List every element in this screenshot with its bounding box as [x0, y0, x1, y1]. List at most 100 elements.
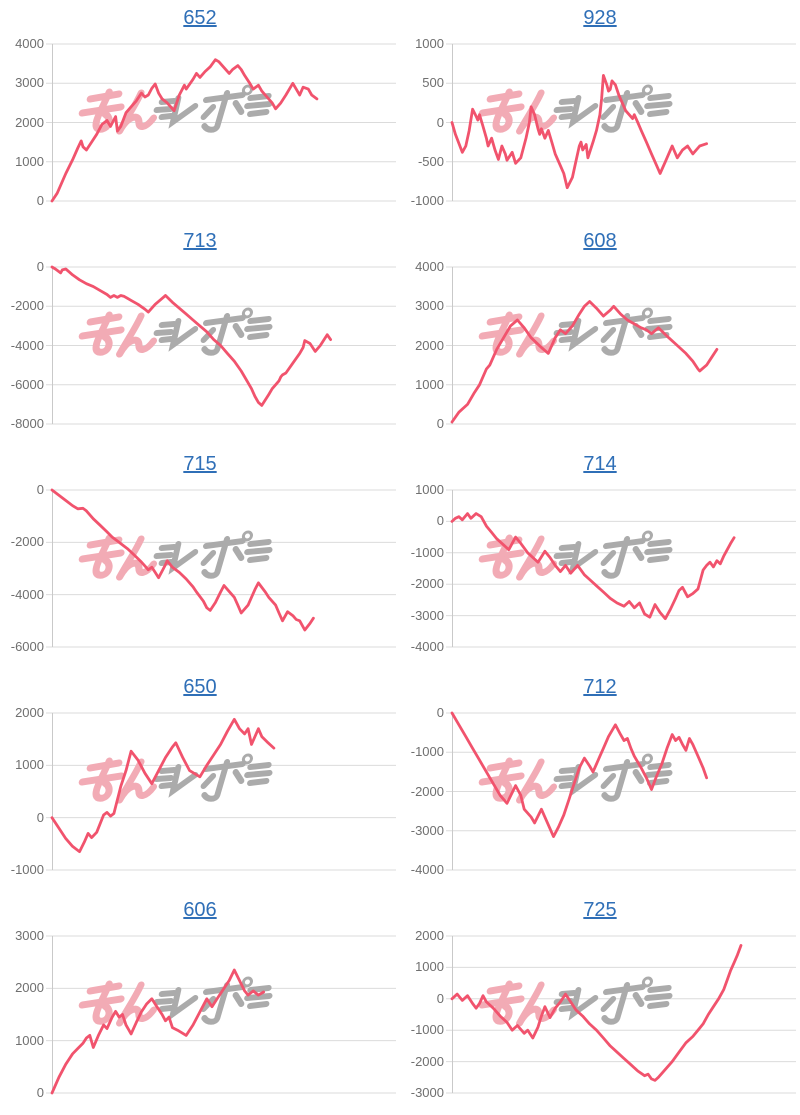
- y-tick-label: -2000: [10, 298, 44, 314]
- y-tick-label: -4000: [410, 862, 444, 877]
- y-tick-label: -3000: [410, 822, 444, 838]
- y-tick-label: -1000: [10, 862, 44, 877]
- minrepo-watermark: [78, 753, 273, 804]
- chart-plot: [446, 935, 796, 1094]
- y-tick-label: -6000: [10, 639, 44, 654]
- series-line: [450, 73, 709, 190]
- y-tick-label: 2000: [15, 705, 44, 720]
- chart-cell: 713 0 -2000 -4000 -6000 -8000: [0, 223, 400, 446]
- chart-plot: [46, 712, 396, 871]
- y-tick-label: 3000: [15, 75, 44, 91]
- y-tick-label: -3000: [410, 607, 444, 623]
- chart-title-link[interactable]: 714: [583, 453, 617, 475]
- y-tick-label: 4000: [415, 259, 444, 274]
- y-tick-label: 0: [36, 809, 44, 825]
- y-tick-label: 1000: [15, 757, 44, 773]
- chart-title-row: 928: [400, 7, 800, 30]
- series-line: [450, 512, 736, 621]
- y-tick-label: 3000: [15, 928, 44, 943]
- y-tick-label: -6000: [10, 376, 44, 392]
- y-tick-label: 2000: [15, 114, 44, 130]
- series-line: [450, 711, 709, 838]
- series-line: [50, 265, 333, 407]
- y-tick-label: 1000: [415, 959, 444, 975]
- y-tick-label: -4000: [10, 337, 44, 353]
- chart-plot: [46, 935, 396, 1095]
- y-tick-label: -2000: [410, 576, 444, 592]
- chart-title-link[interactable]: 715: [183, 453, 217, 475]
- y-tick-label: 3000: [415, 298, 444, 314]
- chart-cell: 650 2000 1000 0 -1000: [0, 669, 400, 892]
- chart-title-link[interactable]: 725: [583, 899, 617, 921]
- y-tick-label: 500: [422, 75, 444, 91]
- series-line: [450, 300, 719, 424]
- minrepo-watermark: [78, 307, 273, 358]
- chart-plot: [46, 265, 396, 425]
- y-tick-label: -4000: [10, 586, 44, 602]
- y-tick-label: 1000: [415, 376, 444, 392]
- minrepo-watermark: [478, 530, 673, 581]
- chart-title-row: 652: [0, 7, 400, 30]
- chart-cell: 652 4000 3000 2000 1000 0: [0, 0, 400, 223]
- chart-plot: [446, 266, 796, 425]
- chart-title-link[interactable]: 650: [183, 676, 217, 698]
- chart-cell: 725 2000 1000 0 -1000 -2000 -3000: [400, 892, 800, 1115]
- y-tick-label: -2000: [410, 1053, 444, 1069]
- chart-title-link[interactable]: 713: [183, 230, 217, 252]
- y-tick-label: -4000: [410, 639, 444, 654]
- chart-cell: 714 1000 0 -1000 -2000 -3000 -4000: [400, 446, 800, 669]
- y-tick-label: 1000: [415, 36, 444, 51]
- y-tick-label: 2000: [415, 337, 444, 353]
- series-line: [50, 58, 319, 203]
- chart-title-link[interactable]: 928: [583, 7, 617, 29]
- chart-title-link[interactable]: 606: [183, 899, 217, 921]
- series-line: [450, 943, 743, 1082]
- y-tick-label: -1000: [410, 744, 444, 760]
- chart-cell: 608 4000 3000 2000 1000 0: [400, 223, 800, 446]
- y-tick-label: -1000: [410, 193, 444, 208]
- chart-title-link[interactable]: 712: [583, 676, 617, 698]
- chart-cell: 712 0 -1000 -2000 -3000 -4000: [400, 669, 800, 892]
- chart-title-row: 715: [0, 453, 400, 476]
- chart-title-row: 713: [0, 230, 400, 253]
- y-tick-label: 0: [436, 114, 444, 130]
- y-tick-label: -500: [417, 153, 444, 169]
- y-tick-label: 0: [436, 705, 444, 720]
- y-tick-label: 1000: [15, 153, 44, 169]
- series-line: [50, 968, 266, 1095]
- chart-plot: [46, 43, 396, 203]
- y-tick-label: -8000: [10, 416, 44, 431]
- y-tick-label: -3000: [410, 1085, 444, 1100]
- y-tick-label: 0: [36, 482, 44, 497]
- y-tick-label: 1000: [415, 482, 444, 497]
- series-line: [50, 488, 315, 632]
- chart-title-row: 606: [0, 899, 400, 922]
- y-tick-label: -1000: [410, 1022, 444, 1038]
- series-line: [50, 717, 276, 854]
- minrepo-watermark: [478, 976, 673, 1027]
- y-tick-label: 4000: [15, 36, 44, 51]
- chart-plot: [446, 489, 796, 648]
- y-tick-label: 0: [436, 513, 444, 529]
- chart-title-row: 725: [400, 899, 800, 922]
- y-tick-label: -2000: [410, 783, 444, 799]
- y-tick-label: 2000: [415, 928, 444, 943]
- chart-plot: [446, 43, 796, 202]
- y-tick-label: 0: [36, 193, 44, 208]
- chart-plot: [46, 488, 396, 648]
- minrepo-watermark: [478, 84, 673, 135]
- y-tick-label: -2000: [10, 534, 44, 550]
- chart-title-row: 608: [400, 230, 800, 253]
- chart-title-link[interactable]: 608: [583, 230, 617, 252]
- chart-title-link[interactable]: 652: [183, 7, 217, 29]
- y-tick-label: 0: [436, 990, 444, 1006]
- chart-title-row: 714: [400, 453, 800, 476]
- chart-title-row: 712: [400, 676, 800, 699]
- chart-title-row: 650: [0, 676, 400, 699]
- y-tick-label: 0: [36, 1085, 44, 1100]
- minrepo-watermark: [78, 976, 273, 1027]
- chart-plot: [446, 711, 796, 871]
- y-tick-label: 0: [36, 259, 44, 274]
- chart-cell: 928 1000 500 0 -500 -1000: [400, 0, 800, 223]
- y-tick-label: 2000: [15, 980, 44, 996]
